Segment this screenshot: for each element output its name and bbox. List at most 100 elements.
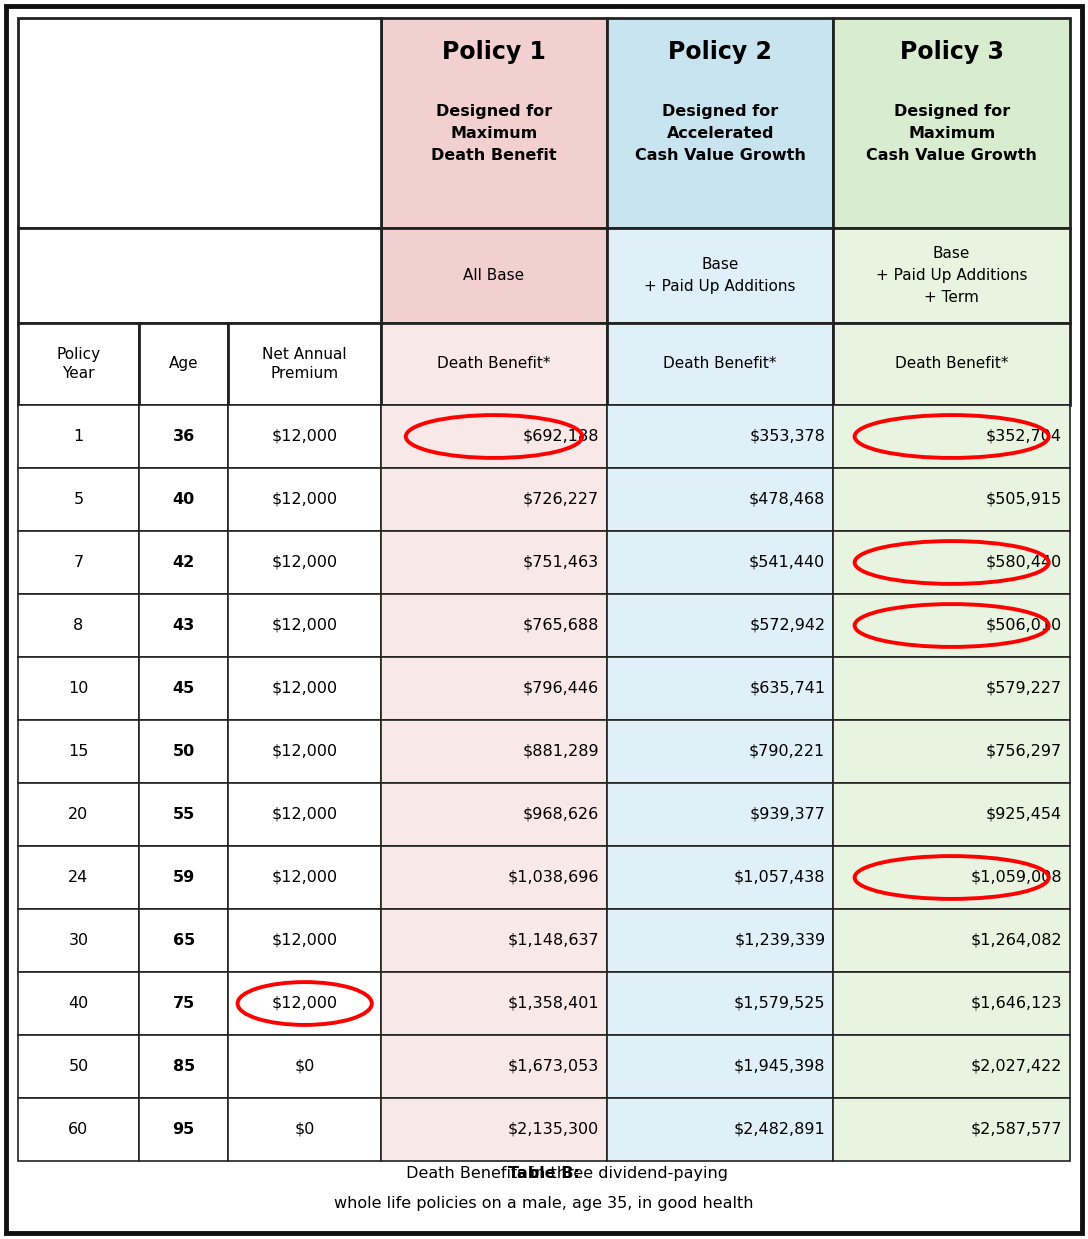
Bar — [381, 532, 607, 593]
Bar — [607, 405, 833, 468]
Text: 75: 75 — [173, 996, 195, 1011]
Bar — [381, 19, 607, 228]
Bar — [18, 846, 139, 909]
Text: 45: 45 — [173, 681, 195, 696]
Text: $2,587,577: $2,587,577 — [970, 1123, 1062, 1137]
Text: $0: $0 — [295, 1123, 314, 1137]
Bar — [139, 1035, 228, 1098]
Bar — [381, 323, 607, 405]
Bar — [607, 909, 833, 973]
Bar — [381, 593, 607, 657]
Text: Death Benefit*: Death Benefit* — [895, 357, 1009, 372]
Bar — [381, 720, 607, 783]
Text: $881,289: $881,289 — [522, 743, 599, 760]
Text: $968,626: $968,626 — [523, 807, 599, 821]
Bar — [607, 228, 833, 323]
Text: $12,000: $12,000 — [272, 555, 337, 570]
Text: $2,482,891: $2,482,891 — [733, 1123, 826, 1137]
Bar — [833, 720, 1070, 783]
Bar — [833, 973, 1070, 1035]
Bar — [607, 468, 833, 532]
Bar — [833, 783, 1070, 846]
Text: 85: 85 — [173, 1059, 195, 1074]
Bar — [607, 19, 833, 228]
Bar — [18, 720, 139, 783]
Bar — [833, 228, 1070, 323]
Text: $1,945,398: $1,945,398 — [733, 1059, 826, 1074]
Text: 5: 5 — [73, 492, 84, 507]
Bar — [139, 593, 228, 657]
Text: 50: 50 — [173, 743, 195, 760]
Bar — [18, 228, 381, 323]
Bar — [18, 593, 139, 657]
Bar — [228, 909, 381, 973]
Bar — [607, 783, 833, 846]
Bar — [18, 532, 139, 593]
Bar — [607, 1035, 833, 1098]
Text: 60: 60 — [69, 1123, 88, 1137]
Bar — [139, 657, 228, 720]
Text: $12,000: $12,000 — [272, 743, 337, 760]
Bar — [228, 846, 381, 909]
Text: 42: 42 — [173, 555, 195, 570]
Bar — [381, 909, 607, 973]
Text: All Base: All Base — [463, 268, 524, 282]
Bar — [833, 532, 1070, 593]
Bar — [139, 973, 228, 1035]
Bar — [18, 323, 139, 405]
Text: 95: 95 — [173, 1123, 195, 1137]
Text: $1,358,401: $1,358,401 — [507, 996, 599, 1011]
Bar — [228, 405, 381, 468]
Bar — [833, 323, 1070, 405]
Bar — [607, 323, 833, 405]
Text: $939,377: $939,377 — [750, 807, 826, 821]
Text: Designed for
Accelerated
Cash Value Growth: Designed for Accelerated Cash Value Grow… — [634, 104, 805, 164]
Bar — [381, 1098, 607, 1161]
Text: $2,135,300: $2,135,300 — [508, 1123, 599, 1137]
Text: Base
+ Paid Up Additions: Base + Paid Up Additions — [644, 256, 796, 294]
Text: $12,000: $12,000 — [272, 429, 337, 444]
Bar — [139, 720, 228, 783]
Bar — [139, 783, 228, 846]
Text: $1,646,123: $1,646,123 — [970, 996, 1062, 1011]
Bar — [833, 593, 1070, 657]
Bar — [607, 1098, 833, 1161]
Text: $1,057,438: $1,057,438 — [733, 870, 826, 885]
Bar — [381, 405, 607, 468]
Bar — [228, 323, 381, 405]
Text: 40: 40 — [173, 492, 195, 507]
Bar — [139, 405, 228, 468]
Text: Age: Age — [169, 357, 198, 372]
Bar — [228, 593, 381, 657]
Text: 30: 30 — [69, 933, 88, 948]
Bar — [228, 720, 381, 783]
Text: $12,000: $12,000 — [272, 870, 337, 885]
Text: 8: 8 — [73, 618, 84, 633]
Bar — [381, 783, 607, 846]
Text: $790,221: $790,221 — [749, 743, 826, 760]
Text: 10: 10 — [69, 681, 89, 696]
Bar — [381, 973, 607, 1035]
Text: $1,038,696: $1,038,696 — [508, 870, 599, 885]
Text: $2,027,422: $2,027,422 — [970, 1059, 1062, 1074]
Text: 7: 7 — [73, 555, 84, 570]
Text: $635,741: $635,741 — [750, 681, 826, 696]
Text: 24: 24 — [69, 870, 88, 885]
Bar — [18, 468, 139, 532]
Text: 50: 50 — [69, 1059, 88, 1074]
Text: Base
+ Paid Up Additions
+ Term: Base + Paid Up Additions + Term — [876, 245, 1027, 305]
Bar — [607, 657, 833, 720]
Bar — [139, 532, 228, 593]
Bar — [18, 1098, 139, 1161]
Text: 1: 1 — [73, 429, 84, 444]
Text: 20: 20 — [69, 807, 88, 821]
Text: Death Benefits in three dividend-paying: Death Benefits in three dividend-paying — [360, 1166, 728, 1181]
Text: Designed for
Maximum
Cash Value Growth: Designed for Maximum Cash Value Growth — [866, 104, 1037, 164]
Text: Policy 2: Policy 2 — [668, 40, 772, 64]
Text: $726,227: $726,227 — [523, 492, 599, 507]
Bar — [18, 783, 139, 846]
Bar — [18, 973, 139, 1035]
Text: $478,468: $478,468 — [749, 492, 826, 507]
Text: $579,227: $579,227 — [986, 681, 1062, 696]
Text: $1,239,339: $1,239,339 — [734, 933, 826, 948]
